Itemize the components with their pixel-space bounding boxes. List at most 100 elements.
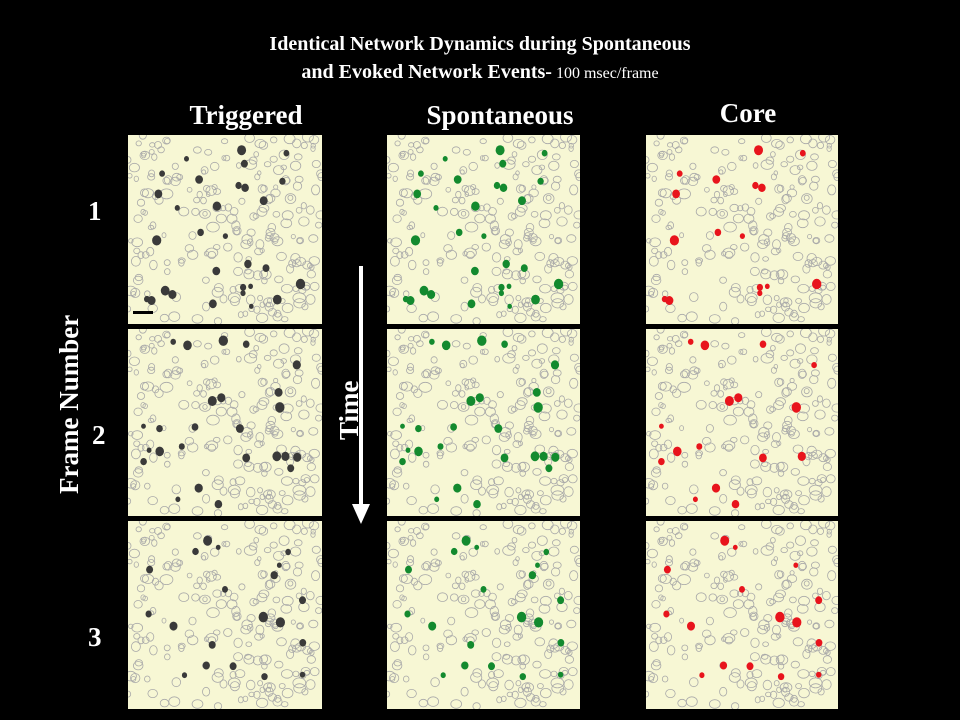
cell-outline (272, 504, 283, 514)
cell-outline (770, 633, 780, 641)
cell-outline (833, 172, 838, 181)
cell-outline (147, 366, 156, 375)
cell-outline (569, 545, 579, 554)
cell-outline (754, 696, 761, 704)
cell-outline (287, 580, 294, 587)
cell-outline (406, 417, 413, 424)
cell-outline (481, 348, 489, 355)
cell-outline (293, 490, 306, 501)
cell-outline (315, 210, 322, 220)
cell-outline (507, 542, 516, 551)
cell-outline (491, 227, 499, 235)
active-cell (237, 145, 247, 156)
cell-outline (568, 531, 574, 538)
cell-outline (646, 478, 655, 489)
cell-outline (485, 406, 496, 417)
cell-outline (293, 298, 306, 309)
cell-outline (128, 366, 133, 372)
cell-outline (566, 329, 578, 339)
cell-outline (505, 238, 512, 247)
cell-outline (786, 541, 795, 549)
cell-outline (227, 292, 241, 303)
cell-outline (248, 691, 255, 698)
cell-outline (421, 562, 430, 571)
cell-outline (568, 142, 574, 149)
cell-outline (436, 257, 445, 264)
active-cell (418, 170, 424, 177)
cell-outline (393, 273, 402, 282)
cell-outline (532, 501, 540, 510)
cell-outline (802, 456, 811, 467)
cell-outline (269, 330, 278, 338)
cell-outline (491, 652, 502, 662)
cell-outline (532, 660, 542, 669)
cell-outline (472, 283, 483, 293)
cell-outline (574, 363, 580, 372)
cell-outline (523, 620, 531, 628)
cell-outline (138, 329, 147, 334)
cell-outline (770, 497, 778, 506)
cell-outline (658, 344, 665, 351)
active-cell (240, 283, 247, 291)
cell-outline (387, 548, 399, 559)
cell-outline (451, 532, 461, 540)
cell-outline (273, 358, 285, 369)
active-cell (152, 235, 162, 246)
cell-outline (720, 184, 728, 193)
cell-outline (806, 253, 817, 264)
active-cell (752, 181, 759, 190)
cell-outline (754, 311, 761, 319)
cell-outline (393, 659, 402, 667)
cell-outline (790, 660, 800, 669)
cell-outline (468, 547, 478, 557)
cell-outline (215, 599, 227, 609)
active-cell (262, 264, 270, 272)
cell-outline (667, 414, 675, 423)
cell-outline (713, 384, 721, 392)
cell-outline (265, 228, 276, 237)
cell-outline (437, 400, 448, 410)
cell-outline (255, 239, 265, 250)
cell-outline (237, 503, 244, 511)
cell-outline (738, 348, 744, 355)
cell-outline (728, 569, 735, 576)
active-cell (724, 396, 734, 406)
cell-outline (550, 644, 560, 653)
cell-outline (817, 303, 825, 311)
cell-outline (159, 313, 170, 323)
cell-outline (315, 414, 322, 422)
cell-outline (494, 356, 500, 363)
cell-outline (496, 583, 504, 591)
cell-outline (541, 329, 554, 338)
cell-outline (464, 385, 469, 391)
cell-outline (392, 633, 400, 640)
cell-outline (274, 275, 284, 284)
cell-outline (193, 196, 201, 204)
cell-outline (142, 403, 148, 409)
cell-outline (525, 608, 535, 618)
cell-outline (528, 330, 536, 338)
active-cell (481, 233, 487, 239)
cell-outline (430, 172, 441, 182)
cell-outline (518, 378, 526, 386)
cell-outline (680, 370, 688, 379)
active-cell (663, 565, 671, 574)
cell-outline (550, 332, 560, 343)
cell-outline (193, 582, 201, 590)
cell-outline (716, 402, 728, 412)
cell-outline (191, 506, 204, 516)
cell-outline (772, 504, 785, 516)
cell-outline (773, 487, 780, 494)
cell-outline (824, 256, 836, 266)
cell-outline (814, 409, 826, 420)
cell-outline (292, 138, 302, 149)
cell-outline (389, 290, 396, 297)
cell-outline (258, 334, 269, 344)
active-cell (535, 562, 540, 568)
cell-outline (502, 353, 516, 364)
cell-outline (792, 444, 804, 454)
cell-outline (502, 135, 514, 143)
cell-outline (730, 629, 738, 636)
cell-outline (651, 247, 659, 255)
cell-outline (810, 539, 819, 547)
